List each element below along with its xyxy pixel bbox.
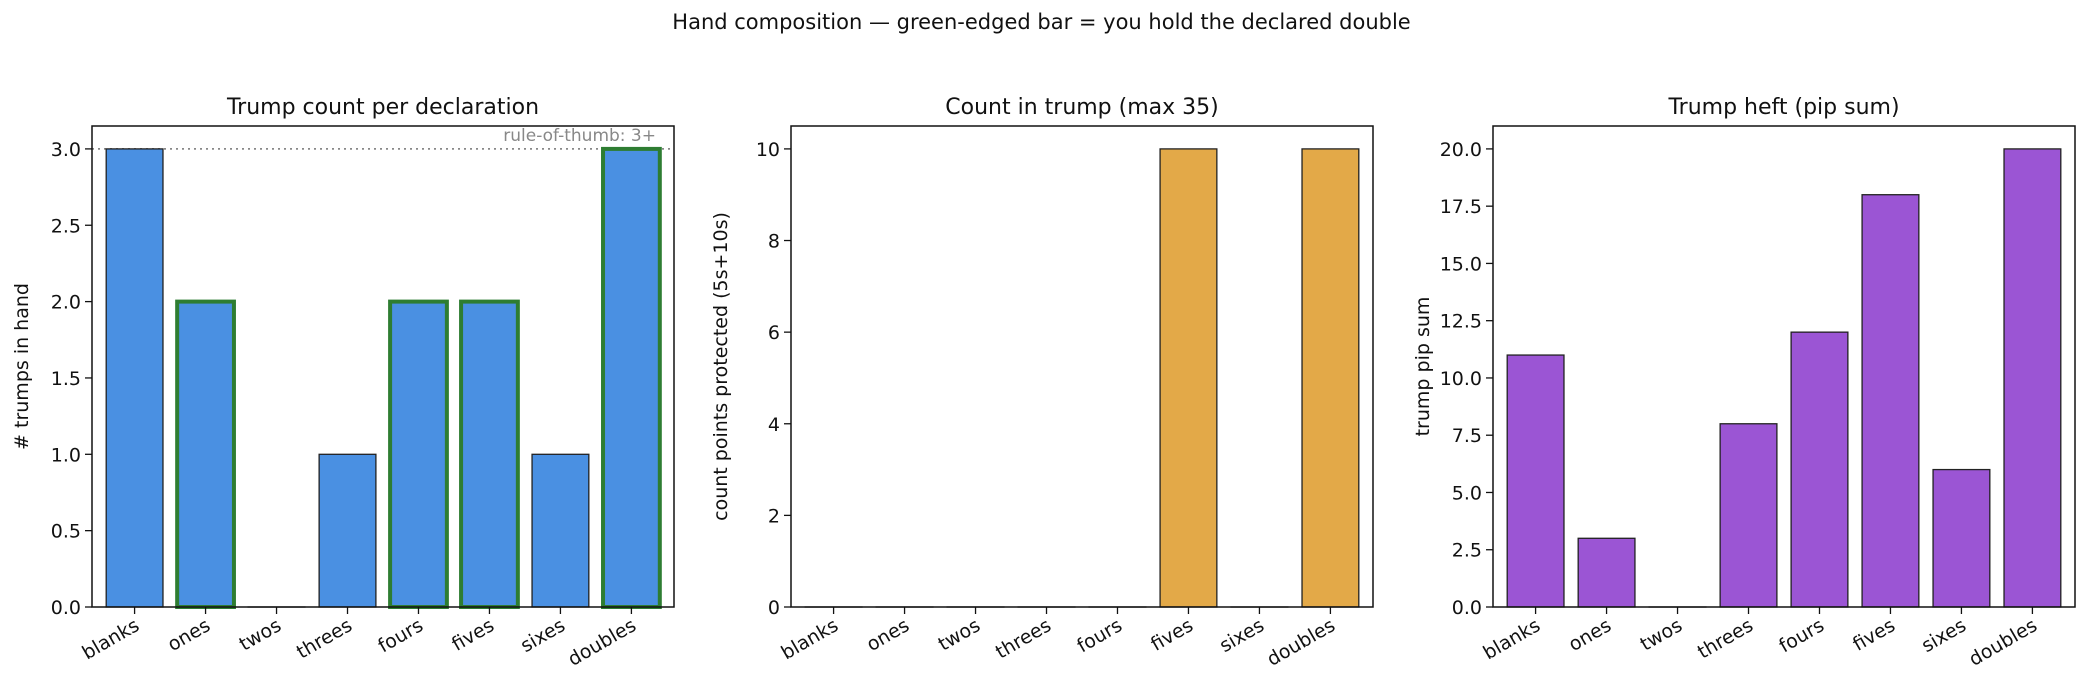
y-axis-label: # trumps in hand xyxy=(11,283,33,450)
x-tick-label: blanks xyxy=(1479,614,1544,664)
x-tick-label: threes xyxy=(1694,614,1757,663)
axes-frame xyxy=(790,125,1374,608)
bar-doubles xyxy=(2003,148,2062,608)
x-tick-label: ones xyxy=(164,614,214,656)
y-tick-label: 0.0 xyxy=(51,597,81,619)
x-tick-label: doubles xyxy=(1263,614,1339,670)
x-tick-label: ones xyxy=(863,614,913,656)
x-tick-label: sixes xyxy=(517,614,569,657)
chart-title: Trump heft (pip sum) xyxy=(1667,95,1899,120)
bar-fives xyxy=(459,299,520,609)
bar-sixes xyxy=(531,453,590,608)
bar-ones xyxy=(175,299,236,609)
chart-title: Count in trump (max 35) xyxy=(945,95,1218,120)
x-tick-label: ones xyxy=(1565,614,1615,656)
chart-panel-1: Trump count per declaration # trumps in h… xyxy=(11,95,675,671)
figure-title: Hand composition — green-edged bar = you… xyxy=(672,10,1411,34)
y-tick-label: 15.0 xyxy=(1440,253,1482,275)
x-tick-label: threes xyxy=(293,614,356,663)
bar-fives xyxy=(1159,148,1218,608)
chart-title: Trump count per declaration xyxy=(226,95,539,120)
x-tick-label: fours xyxy=(1775,614,1828,657)
y-axis-label: trump pip sum xyxy=(1412,297,1434,437)
y-tick-label: 10.0 xyxy=(1440,368,1482,390)
bar-threes xyxy=(318,453,377,608)
y-axis-label: count points protected (5s+10s) xyxy=(710,212,732,521)
y-tick-label: 17.5 xyxy=(1440,196,1482,218)
x-tick-label: sixes xyxy=(1918,614,1970,657)
x-tick-label: doubles xyxy=(564,614,640,670)
chart-panel-3: Trump heft (pip sum) trump pip sum 0.0 2.5 5… xyxy=(1412,95,2076,671)
y-tick-label: 0 xyxy=(768,597,780,619)
y-tick-label: 0.5 xyxy=(51,521,81,543)
y-tick-label: 2.0 xyxy=(51,292,81,314)
y-tick-label: 12.5 xyxy=(1440,311,1482,333)
x-tick-label: fives xyxy=(1849,614,1899,655)
bar-blanks xyxy=(105,148,164,608)
axes-frame xyxy=(91,125,675,608)
x-tick-label: fours xyxy=(1073,614,1126,657)
x-tick-label: twos xyxy=(1636,614,1686,655)
y-tick-label: 2.5 xyxy=(1452,540,1482,562)
bar-fives xyxy=(1861,194,1920,608)
axes-frame xyxy=(1492,125,2076,608)
y-tick-label: 3.0 xyxy=(51,139,81,161)
y-tick-label: 10 xyxy=(756,139,780,161)
bar-fours xyxy=(388,299,449,609)
y-tick-label: 2.5 xyxy=(51,215,81,237)
y-tick-label: 0.0 xyxy=(1452,597,1482,619)
y-tick-label: 6 xyxy=(768,322,780,344)
bar-ones xyxy=(1577,537,1636,608)
bar-blanks xyxy=(1506,354,1565,608)
y-tick-label: 1.5 xyxy=(51,368,81,390)
x-tick-label: fours xyxy=(374,614,427,657)
x-tick-label: fives xyxy=(448,614,498,655)
y-tick-label: 5.0 xyxy=(1452,482,1482,504)
chart-panel-2: Count in trump (max 35) count points prot… xyxy=(710,95,1374,671)
y-tick-label: 1.0 xyxy=(51,444,81,466)
x-tick-label: twos xyxy=(235,614,285,655)
x-tick-label: doubles xyxy=(1965,614,2041,670)
bar-doubles xyxy=(1301,148,1360,608)
y-tick-label: 20.0 xyxy=(1440,139,1482,161)
y-tick-label: 7.5 xyxy=(1452,425,1482,447)
bar-doubles xyxy=(601,146,662,609)
x-tick-label: threes xyxy=(992,614,1055,663)
bar-fours xyxy=(1790,331,1849,608)
reference-line-label: rule-of-thumb: 3+ xyxy=(503,126,656,146)
x-tick-label: fives xyxy=(1147,614,1197,655)
y-tick-label: 8 xyxy=(768,231,780,253)
x-tick-label: twos xyxy=(934,614,984,655)
x-tick-label: blanks xyxy=(777,614,842,664)
bar-sixes xyxy=(1932,468,1991,608)
y-tick-label: 4 xyxy=(768,414,780,436)
x-tick-label: blanks xyxy=(78,614,143,664)
x-tick-label: sixes xyxy=(1216,614,1268,657)
y-tick-label: 2 xyxy=(768,505,780,527)
bar-threes xyxy=(1719,423,1778,608)
